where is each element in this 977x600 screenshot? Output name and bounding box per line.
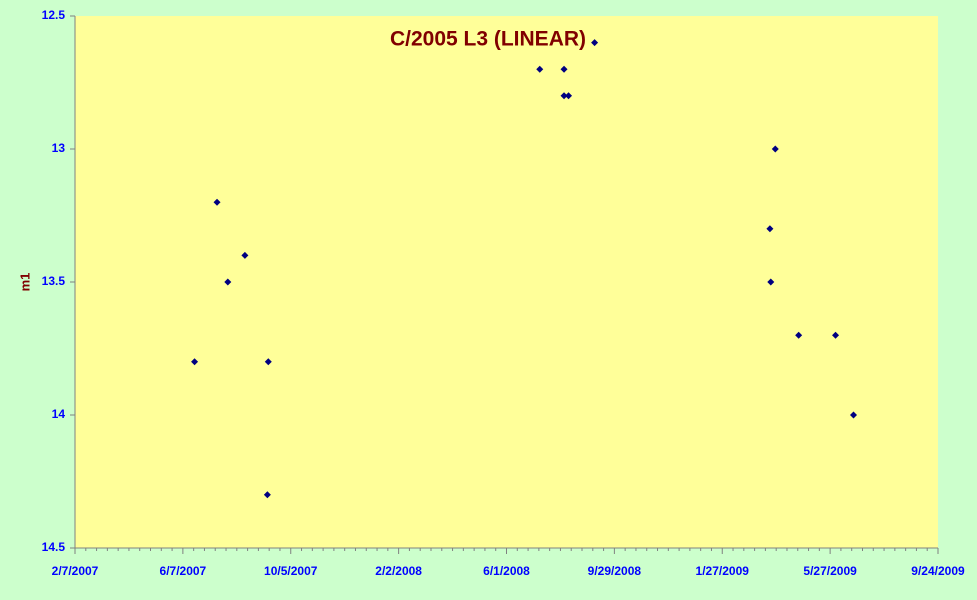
point (767, 278, 775, 286)
point (560, 92, 568, 100)
x-tick-label: 1/27/2009 (696, 564, 750, 578)
point (766, 225, 774, 233)
y-tick-label: 12.5 (42, 8, 66, 22)
x-tick-label: 2/7/2007 (52, 564, 99, 578)
point (565, 92, 573, 100)
chart-title: C/2005 L3 (LINEAR) (390, 28, 586, 51)
y-tick-label: 13 (52, 141, 66, 155)
x-tick-label: 5/27/2009 (803, 564, 857, 578)
y-tick-label: 14 (52, 407, 66, 421)
x-tick-label: 6/7/2007 (160, 564, 207, 578)
y-axis-label: m1 (17, 273, 32, 292)
point (191, 358, 199, 366)
y-tick-label: 14.5 (42, 540, 66, 554)
x-tick-label: 2/2/2008 (375, 564, 422, 578)
x-tick-label: 10/5/2007 (264, 564, 318, 578)
point (213, 198, 221, 206)
point (771, 145, 779, 153)
point (536, 65, 544, 73)
point (264, 358, 272, 366)
point (591, 39, 599, 47)
point (832, 331, 840, 339)
x-tick-label: 9/29/2008 (588, 564, 642, 578)
point (241, 251, 249, 259)
point (224, 278, 232, 286)
point (263, 491, 271, 499)
point (849, 411, 857, 419)
point (795, 331, 803, 339)
point (560, 65, 568, 73)
y-tick-label: 13.5 (42, 274, 66, 288)
x-tick-label: 9/24/2009 (911, 564, 965, 578)
x-tick-label: 6/1/2008 (483, 564, 530, 578)
plot-area (75, 16, 938, 548)
